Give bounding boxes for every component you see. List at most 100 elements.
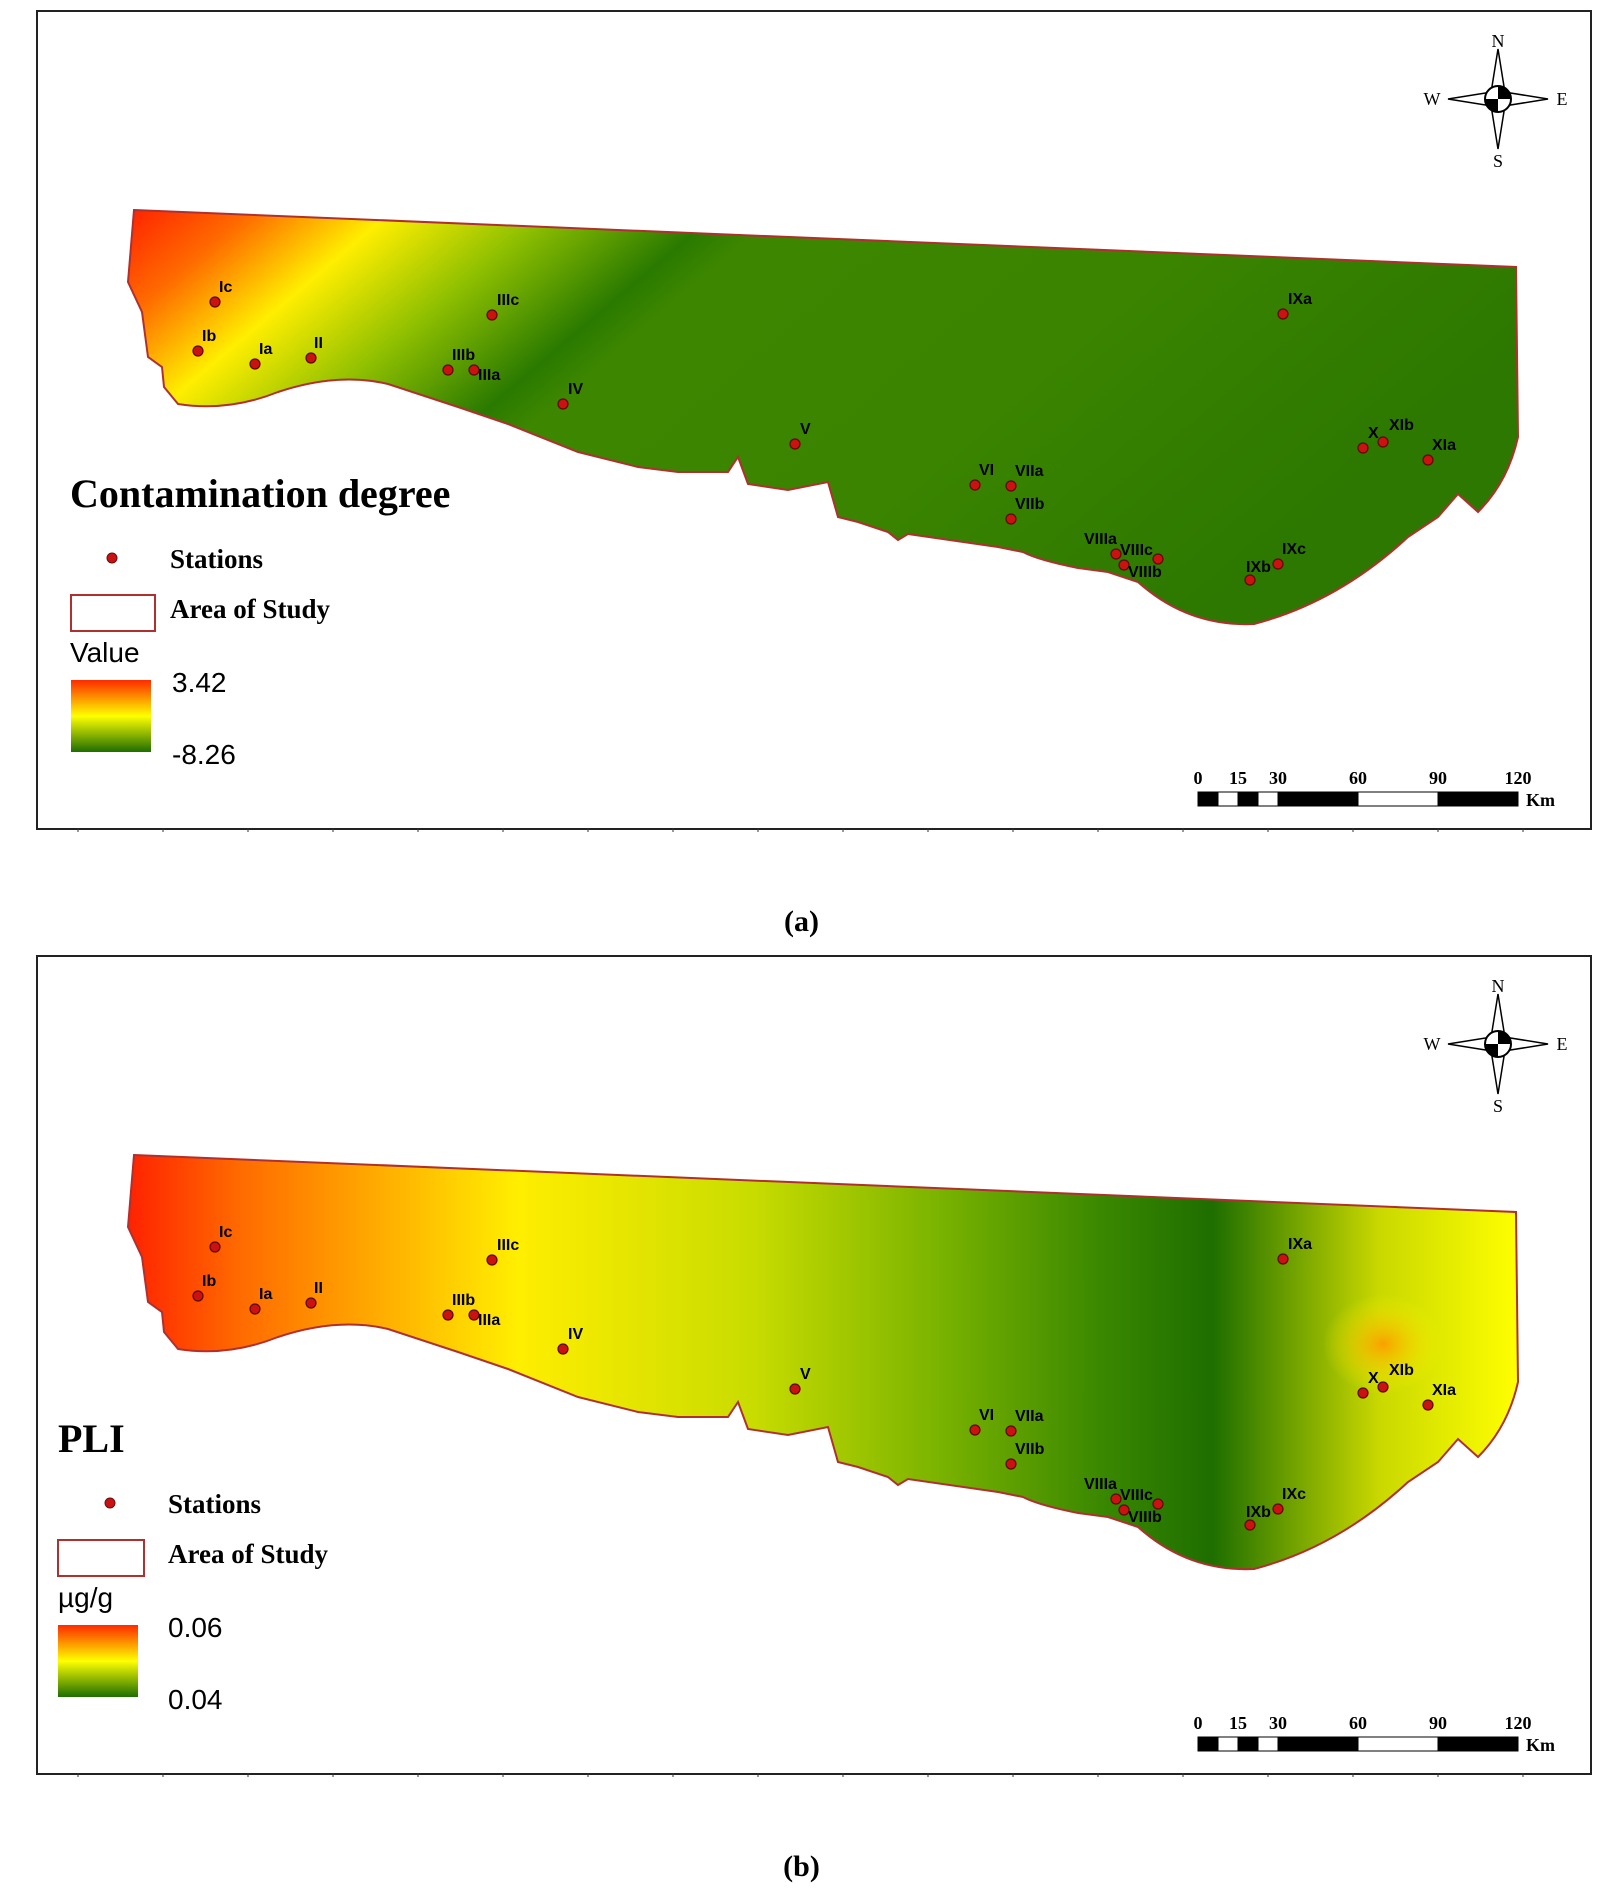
station-marker[interactable] <box>442 1309 454 1321</box>
station-marker[interactable] <box>1377 1381 1389 1393</box>
station-marker[interactable] <box>969 1424 981 1436</box>
ramp-max: 0.06 <box>168 1612 223 1643</box>
scale-label: 0 <box>1194 768 1203 788</box>
scale-label: 15 <box>1229 1713 1247 1733</box>
station-marker[interactable] <box>192 1290 204 1302</box>
area-legend-symbol <box>70 594 156 632</box>
legend-title: Contamination degree <box>70 471 450 516</box>
compass-b: N S E W <box>1424 976 1568 1116</box>
station-marker[interactable] <box>1277 1253 1289 1265</box>
station-marker[interactable] <box>1422 1399 1434 1411</box>
station-marker[interactable] <box>1152 1498 1164 1510</box>
pli-hotspot <box>1323 1294 1443 1394</box>
station-marker[interactable] <box>305 1297 317 1309</box>
station-marker[interactable] <box>1152 553 1164 565</box>
station-marker[interactable] <box>1422 454 1434 466</box>
station-label: Ic <box>219 1224 232 1241</box>
station-label: IXc <box>1282 541 1306 558</box>
legend-stations-label: Stations <box>170 544 263 574</box>
scale-segment <box>1197 1736 1219 1752</box>
legend-area-label: Area of Study <box>168 1539 329 1569</box>
station-marker[interactable] <box>557 1343 569 1355</box>
station-marker[interactable] <box>209 296 221 308</box>
station-label: VIIIb <box>1128 564 1162 581</box>
station-marker[interactable] <box>486 309 498 321</box>
station-marker[interactable] <box>1118 559 1130 571</box>
compass-w-label: W <box>1424 89 1441 109</box>
station-label: V <box>800 421 811 438</box>
scale-label: 60 <box>1349 1713 1367 1733</box>
map-svg-b: 30°40'0"N30°20'0"N30°0'0"N31°45'0"N31°30… <box>57 976 1568 1777</box>
color-ramp <box>71 680 151 752</box>
compass-n-label: N <box>1492 31 1505 51</box>
ramp-title: µg/g <box>58 1582 113 1613</box>
station-marker[interactable] <box>1244 574 1256 586</box>
scale-label: 90 <box>1429 768 1447 788</box>
station-label: X <box>1368 425 1379 442</box>
station-marker[interactable] <box>1357 1387 1369 1399</box>
station-label: IV <box>568 1326 583 1343</box>
station-marker[interactable] <box>1005 1458 1017 1470</box>
station-label: IIIb <box>452 1292 475 1309</box>
map-panel-a: 32°45'0"N32°30'0"N32°15'0"N31°40'0"N31°2… <box>36 10 1592 832</box>
legend-b: PLI Stations Area of Study µg/g 0.06 0.0… <box>57 1416 329 1715</box>
station-label: IIIc <box>497 1237 519 1254</box>
station-label: Ib <box>202 328 216 345</box>
station-marker[interactable] <box>192 345 204 357</box>
station-marker[interactable] <box>1377 436 1389 448</box>
station-marker[interactable] <box>1005 513 1017 525</box>
station-label: X <box>1368 1370 1379 1387</box>
station-label: Ia <box>259 1286 272 1303</box>
scale-segment <box>1217 791 1239 807</box>
scale-segment <box>1197 791 1219 807</box>
station-label: IIIa <box>478 367 500 384</box>
station-marker[interactable] <box>789 1383 801 1395</box>
station-marker[interactable] <box>1244 1519 1256 1531</box>
station-marker[interactable] <box>249 1303 261 1315</box>
scale-label: 120 <box>1505 768 1532 788</box>
station-label: IIIa <box>478 1312 500 1329</box>
station-label: IXb <box>1246 559 1271 576</box>
station-marker[interactable] <box>1277 308 1289 320</box>
legend-area-label: Area of Study <box>170 594 331 624</box>
station-legend-symbol <box>104 1497 116 1509</box>
station-marker[interactable] <box>249 358 261 370</box>
scale-segment <box>1357 791 1439 807</box>
station-marker[interactable] <box>969 479 981 491</box>
station-marker[interactable] <box>1118 1504 1130 1516</box>
station-marker[interactable] <box>557 398 569 410</box>
compass-n-label: N <box>1492 976 1505 996</box>
station-marker[interactable] <box>1110 548 1122 560</box>
station-label: VIIa <box>1015 463 1044 480</box>
station-marker[interactable] <box>486 1254 498 1266</box>
legend-a: Contamination degree Stations Area of St… <box>70 471 450 770</box>
station-label: IXa <box>1288 291 1312 308</box>
station-marker[interactable] <box>789 438 801 450</box>
station-marker[interactable] <box>1272 558 1284 570</box>
station-marker[interactable] <box>442 364 454 376</box>
station-marker[interactable] <box>1005 1425 1017 1437</box>
station-label: XIb <box>1389 1362 1414 1379</box>
scale-label: 60 <box>1349 768 1367 788</box>
station-marker[interactable] <box>1110 1493 1122 1505</box>
station-marker[interactable] <box>1357 442 1369 454</box>
station-marker[interactable] <box>1272 1503 1284 1515</box>
ramp-max: 3.42 <box>172 667 227 698</box>
station-marker[interactable] <box>209 1241 221 1253</box>
station-label: IIIb <box>452 347 475 364</box>
station-label: V <box>800 1366 811 1383</box>
station-label: VIIIb <box>1128 1509 1162 1526</box>
color-ramp <box>58 1625 138 1697</box>
station-label: IV <box>568 381 583 398</box>
scale-label: 30 <box>1269 768 1287 788</box>
station-marker[interactable] <box>468 1309 480 1321</box>
scale-unit: Km <box>1526 790 1555 810</box>
study-area-a <box>126 208 1520 626</box>
station-label: VIIb <box>1015 496 1045 513</box>
station-label: VI <box>979 462 994 479</box>
legend-title: PLI <box>58 1416 125 1461</box>
station-marker[interactable] <box>468 364 480 376</box>
station-marker[interactable] <box>305 352 317 364</box>
scale-label: 15 <box>1229 768 1247 788</box>
station-marker[interactable] <box>1005 480 1017 492</box>
